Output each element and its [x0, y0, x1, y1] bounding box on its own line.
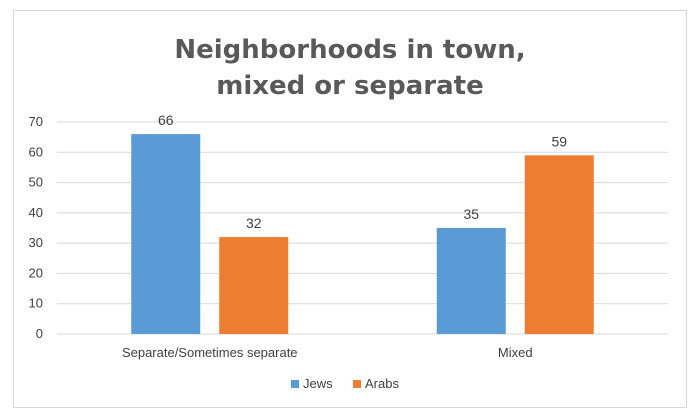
data-label-jews-0: 66 — [158, 112, 174, 128]
bar-arabs-1 — [524, 155, 594, 334]
chart-title-line-1: Neighborhoods in town, — [174, 35, 526, 65]
legend-swatch-arabs — [353, 380, 361, 388]
y-tick-label: 50 — [29, 175, 43, 190]
bar-jews-0 — [131, 134, 201, 334]
data-label-arabs-0: 32 — [246, 215, 262, 231]
y-tick-label: 30 — [29, 235, 43, 250]
bars — [131, 134, 594, 334]
bar-jews-1 — [436, 228, 506, 334]
bar-arabs-0 — [219, 237, 289, 334]
legend-swatch-jews — [291, 380, 299, 388]
y-tick-label: 40 — [29, 205, 43, 220]
x-axis: Separate/Sometimes separate Mixed — [122, 345, 533, 360]
y-tick-label: 70 — [29, 114, 43, 129]
legend-label-arabs: Arabs — [365, 376, 399, 391]
x-category-label: Separate/Sometimes separate — [122, 345, 298, 360]
x-category-label: Mixed — [498, 345, 533, 360]
y-tick-label: 0 — [36, 326, 43, 341]
y-axis: 0 10 20 30 40 50 60 70 — [29, 114, 43, 341]
chart-title-line-2: mixed or separate — [216, 71, 484, 101]
data-labels: 66 32 35 59 — [158, 112, 567, 231]
data-label-jews-1: 35 — [463, 206, 479, 222]
data-label-arabs-1: 59 — [551, 133, 567, 149]
legend: Jews Arabs — [291, 376, 399, 391]
legend-label-jews: Jews — [303, 376, 333, 391]
y-tick-label: 10 — [29, 296, 43, 311]
y-tick-label: 60 — [29, 144, 43, 159]
y-tick-label: 20 — [29, 265, 43, 280]
